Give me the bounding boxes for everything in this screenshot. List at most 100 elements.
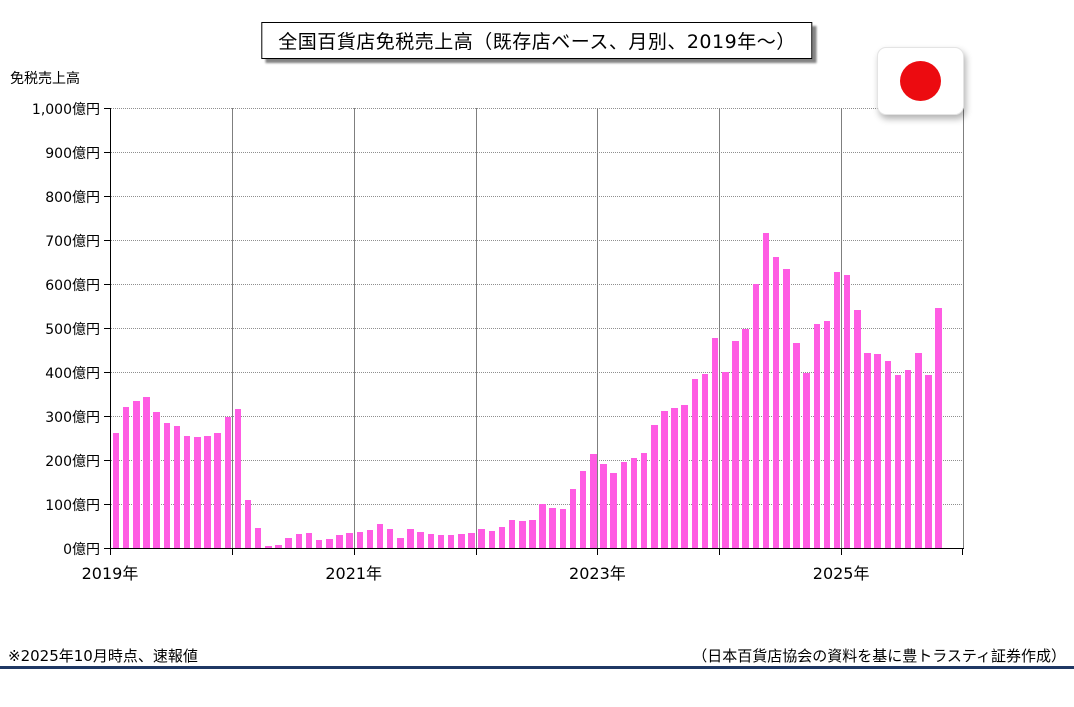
bar-2019-04 (143, 396, 150, 548)
bar-2019-03 (133, 401, 140, 548)
plot-area (110, 108, 964, 549)
x-tick-1 (231, 549, 233, 555)
bar-2021-04 (387, 529, 394, 548)
y-tick-200 (104, 460, 110, 461)
bar-2025-03 (864, 352, 871, 548)
bar-2024-05 (762, 232, 770, 548)
bar-2020-11 (336, 534, 343, 548)
bar-2022-07 (539, 504, 546, 548)
bar-2022-06 (529, 519, 536, 548)
bar-2019-06 (163, 423, 171, 548)
bar-2023-03 (620, 461, 628, 548)
bar-2023-08 (671, 408, 678, 548)
bar-2022-05 (519, 521, 526, 548)
bar-2020-06 (285, 537, 292, 548)
bar-2021-02 (366, 529, 374, 548)
bar-2020-05 (275, 544, 282, 548)
bar-2019-08 (183, 435, 191, 548)
gridline-100 (111, 504, 964, 505)
x-tick-label-2021年: 2021年 (325, 564, 383, 583)
y-tick-700 (104, 240, 110, 241)
bar-2019-09 (194, 437, 201, 548)
bar-2021-09 (437, 534, 445, 548)
bar-2022-10 (569, 489, 577, 548)
bar-2019-01 (112, 432, 120, 548)
y-tick-300 (104, 416, 110, 417)
bar-2023-06 (651, 424, 658, 548)
y-tick-label-300: 300億円 (45, 410, 100, 426)
bar-2020-02 (244, 499, 252, 548)
japan-flag-icon (877, 47, 964, 115)
bar-2025-02 (854, 310, 861, 548)
x-tick-5 (719, 549, 721, 555)
bar-2020-08 (305, 533, 313, 548)
year-line-4 (597, 108, 599, 548)
bar-2019-05 (153, 411, 160, 548)
bar-2021-12 (468, 533, 475, 548)
bar-2024-11 (823, 320, 831, 548)
bar-2021-11 (458, 534, 465, 548)
x-tick-6 (841, 549, 843, 555)
bar-2019-10 (204, 436, 211, 548)
bar-2025-04 (874, 354, 881, 548)
bar-2021-01 (356, 531, 364, 548)
chart-title-box: 全国百貨店免税売上高（既存店ベース、月別、2019年～） (261, 22, 813, 59)
y-tick-800 (104, 196, 110, 197)
bar-2021-03 (376, 524, 384, 548)
bar-2024-09 (803, 373, 810, 548)
bar-2022-11 (579, 471, 587, 548)
japan-flag-sun-icon (900, 61, 941, 101)
bar-2022-12 (590, 454, 597, 548)
y-tick-1000 (104, 108, 110, 109)
year-line-6 (841, 108, 843, 548)
bar-2024-10 (813, 324, 820, 548)
bar-2023-07 (661, 411, 668, 548)
year-line-7 (963, 108, 964, 548)
bar-2024-03 (742, 329, 749, 548)
bar-2020-12 (346, 532, 353, 548)
bar-2025-06 (894, 375, 902, 548)
bar-2023-04 (630, 457, 638, 548)
bar-2021-07 (417, 532, 424, 548)
gridline-300 (111, 416, 964, 417)
bar-2025-09 (925, 374, 932, 548)
gridline-900 (111, 152, 964, 153)
footnote-asof: ※2025年10月時点、速報値 (8, 647, 198, 665)
x-tick-label-2019年: 2019年 (81, 564, 139, 583)
bar-2023-05 (640, 452, 648, 548)
bar-2025-10 (935, 308, 942, 548)
y-tick-label-800: 800億円 (45, 190, 100, 206)
bar-2024-12 (833, 271, 841, 548)
y-tick-0 (104, 548, 110, 549)
bar-2023-02 (610, 472, 617, 548)
bar-2021-05 (397, 538, 404, 548)
bar-2020-04 (265, 545, 272, 548)
chart-title: 全国百貨店免税売上高（既存店ベース、月別、2019年～） (278, 31, 796, 53)
bar-2023-09 (681, 405, 688, 548)
y-tick-label-1000: 1,000億円 (31, 102, 100, 118)
y-tick-label-0: 0億円 (63, 542, 100, 558)
bar-2023-10 (691, 379, 699, 548)
bar-2020-03 (254, 528, 262, 548)
gridline-800 (111, 196, 964, 197)
x-tick-2 (353, 549, 355, 555)
gridline-1000 (111, 108, 964, 109)
bar-2020-07 (295, 534, 303, 548)
bar-2021-06 (407, 529, 414, 548)
y-tick-label-200: 200億円 (45, 454, 100, 470)
bar-2024-08 (793, 343, 800, 548)
gridline-400 (111, 372, 964, 373)
bar-2019-02 (122, 407, 130, 548)
bar-2022-09 (559, 508, 567, 548)
footer-divider (0, 666, 1074, 669)
bar-2020-10 (326, 539, 333, 548)
bar-2023-11 (701, 374, 709, 548)
gridline-500 (111, 328, 964, 329)
x-tick-label-2023年: 2023年 (569, 564, 626, 583)
y-tick-label-600: 600億円 (45, 278, 100, 294)
x-tick-4 (597, 549, 599, 555)
y-tick-900 (104, 152, 110, 153)
bar-2022-02 (488, 530, 496, 548)
y-tick-label-700: 700億円 (45, 234, 100, 250)
